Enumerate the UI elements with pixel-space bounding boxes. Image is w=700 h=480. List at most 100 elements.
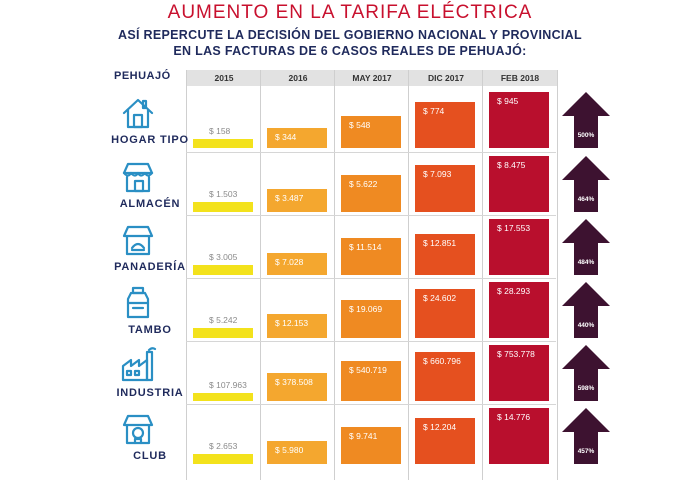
row-header: PEHUAJÓ [114,70,171,82]
column: DIC 2017 [408,70,483,480]
increase-percent: 464% [577,196,595,203]
increase-percent: 457% [577,448,595,455]
store-icon [118,157,158,197]
bar-value-label: $ 11.514 [349,242,382,253]
row-divider [186,152,556,153]
chart-title: AUMENTO EN LA TARIFA ELÉCTRICA [167,2,533,23]
bar [489,219,549,275]
bakery-icon [118,220,158,260]
column: 2016 [260,70,335,480]
bar-value-label: $ 12.204 [423,421,457,432]
bar-value-label: $ 12.851 [423,238,457,248]
increase-arrow-icon [562,345,610,401]
bar [489,408,549,464]
increase-arrow-icon [562,408,610,464]
bar [415,417,475,464]
bar-value-label: $ 540.719 [349,364,387,375]
bar [489,282,549,338]
chart-subtitle-line-1: ASÍ REPERCUTE LA DECISIÓN DEL GOBIERNO N… [118,28,582,42]
bar-value-label: $ 12.153 [275,317,309,328]
bar-value-label: $ 753.778 [497,349,535,359]
bar-value-label: $ 945 [497,96,519,106]
bar [415,289,475,338]
bar-value-label: $ 5.980 [275,445,304,456]
bar-value-label: $ 28.293 [497,286,531,296]
bar-value-label: $ 3.487 [275,192,304,203]
bar [193,453,253,464]
row-divider [186,341,556,342]
bar [193,202,253,212]
milk-can-icon [118,283,158,323]
bar-value-label: $ 19.069 [349,304,383,315]
increase-percent: 440% [577,322,595,329]
bar [267,188,327,212]
bar-value-label: $ 8.475 [497,160,526,170]
bar-value-label: $ 9.741 [349,431,378,442]
bar [341,174,401,212]
column-header: 2016 [261,70,335,86]
bar-value-label: $ 378.508 [275,376,313,387]
factory-icon [118,346,158,386]
column-header: MAY 2017 [335,70,409,86]
row-divider [186,215,556,216]
bar-value-label: $ 17.553 [497,223,531,233]
bar [267,127,327,148]
bar-value-label: $ 2.653 [209,440,238,451]
increase-arrow-icon [562,92,610,148]
row-label: HOGAR TIPO [111,134,189,146]
bar [341,360,401,401]
row-label: ALMACÉN [119,198,181,210]
chart-subtitle-line-2: EN LAS FACTURAS DE 6 CASOS REALES DE PEH… [173,44,527,58]
bar [341,300,401,338]
column: 2015 [186,70,261,480]
increase-arrow-icon [562,156,610,212]
bar [267,313,327,338]
bar [193,265,253,275]
bar [415,234,475,275]
house-icon [118,93,158,133]
bar-value-label: $ 7.028 [275,256,304,267]
bar [341,238,401,275]
column-header: 2015 [187,70,261,86]
increase-percent: 500% [577,132,595,139]
bar [415,165,475,212]
row-label: CLUB [133,450,167,462]
bar-value-label: $ 1.503 [209,189,238,200]
row-divider [186,278,556,279]
bar-value-label: $ 774 [423,106,445,117]
bar [341,115,401,148]
bar-value-label: $ 158 [209,125,231,136]
increase-percent: 598% [577,385,595,392]
chart-grid: 2015 2016 MAY 2017 DIC 2017 FEB 2018 [186,70,558,480]
increase-arrow-icon [562,219,610,275]
increase-arrow-icon [562,282,610,338]
row-divider [186,404,556,405]
bar-value-label: $ 14.776 [497,412,531,422]
bar-value-label: $ 107.963 [209,379,247,390]
bar [193,392,253,401]
bar-value-label: $ 660.796 [423,355,461,366]
bar [489,92,549,148]
row-label: TAMBO [128,324,172,336]
increase-percent: 484% [577,259,595,266]
bar [193,138,253,148]
row-label: PANADERÍA [114,261,186,273]
bar [341,427,401,464]
row-label: INDUSTRIA [116,387,184,399]
column: FEB 2018 [482,70,558,480]
column-header: FEB 2018 [483,70,557,86]
bar-value-label: $ 24.602 [423,293,457,304]
bar [489,345,549,401]
bar [415,102,475,148]
bar [267,372,327,401]
bar-value-label: $ 7.093 [423,169,452,180]
bar-value-label: $ 548 [349,119,371,130]
bar-value-label: $ 3.005 [209,252,238,263]
bar [489,156,549,212]
column-header: DIC 2017 [409,70,483,86]
bar [193,327,253,338]
column: MAY 2017 [334,70,409,480]
bar [267,441,327,464]
bar-value-label: $ 5.242 [209,314,238,325]
bar-value-label: $ 344 [275,131,297,142]
